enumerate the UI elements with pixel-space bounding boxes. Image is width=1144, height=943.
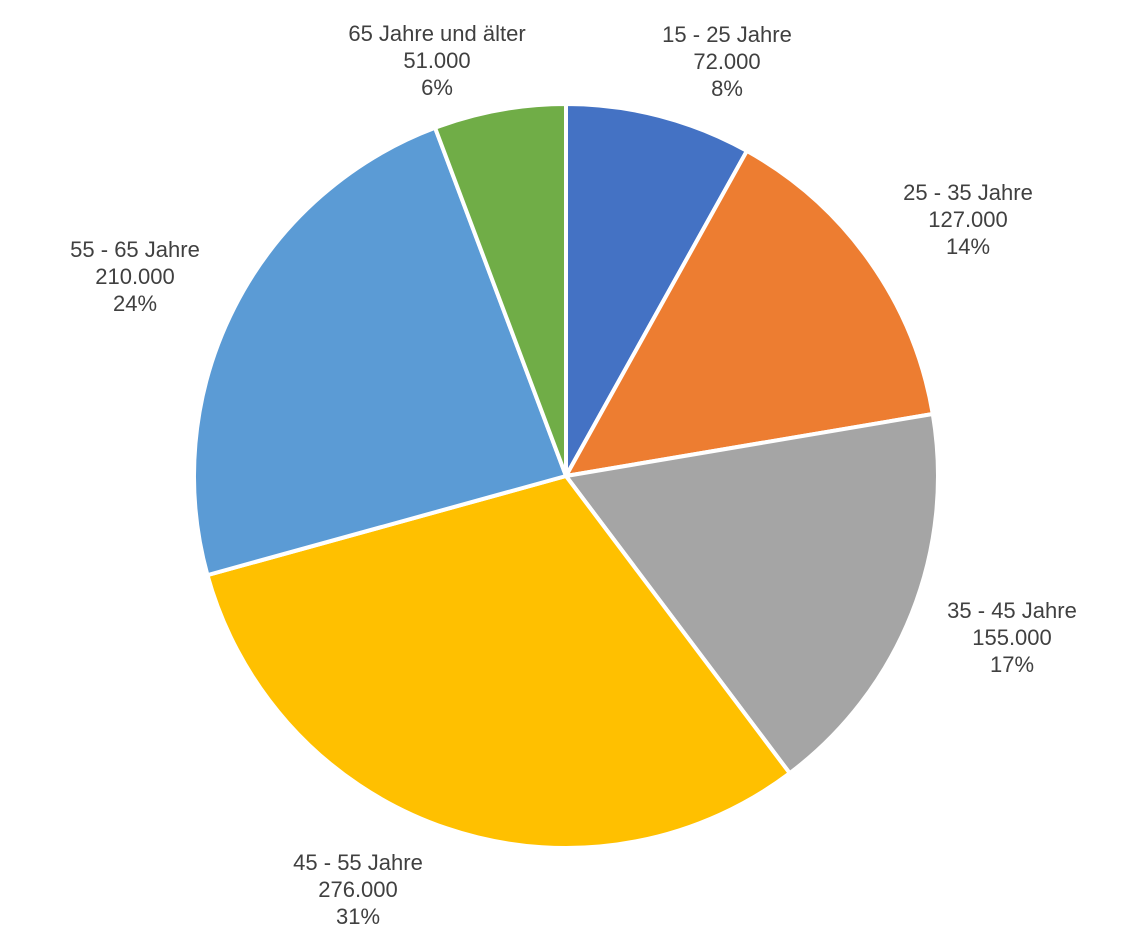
data-label-category: 35 - 45 Jahre <box>947 598 1077 623</box>
pie-slices <box>192 102 940 850</box>
data-label-value: 276.000 <box>318 877 398 902</box>
pie-slice-35-45-jahre <box>564 411 940 776</box>
data-label-percent: 6% <box>421 75 453 100</box>
data-label-value: 210.000 <box>95 264 175 289</box>
data-label-category: 25 - 35 Jahre <box>903 180 1033 205</box>
pie-slice-15-25-jahre <box>564 102 749 478</box>
pie-slice-55-65-jahre <box>192 125 568 578</box>
pie-slice-45-55-jahre <box>205 474 792 850</box>
data-label-category: 15 - 25 Jahre <box>662 22 792 47</box>
data-label-percent: 17% <box>990 652 1034 677</box>
data-label-value: 127.000 <box>928 207 1008 232</box>
data-label-percent: 8% <box>711 76 743 101</box>
pie-slice-25-35-jahre <box>564 148 935 478</box>
data-label-percent: 14% <box>946 234 990 259</box>
data-label-category: 45 - 55 Jahre <box>293 850 423 875</box>
data-label-value: 155.000 <box>972 625 1052 650</box>
data-label-category: 65 Jahre und älter <box>348 21 525 46</box>
pie-slice-65-jahre-und-aelter <box>433 102 568 478</box>
data-label-category: 55 - 65 Jahre <box>70 237 200 262</box>
data-label-percent: 31% <box>336 904 380 929</box>
data-label-percent: 24% <box>113 291 157 316</box>
data-label-value: 51.000 <box>403 48 470 73</box>
data-label-value: 72.000 <box>693 49 760 74</box>
